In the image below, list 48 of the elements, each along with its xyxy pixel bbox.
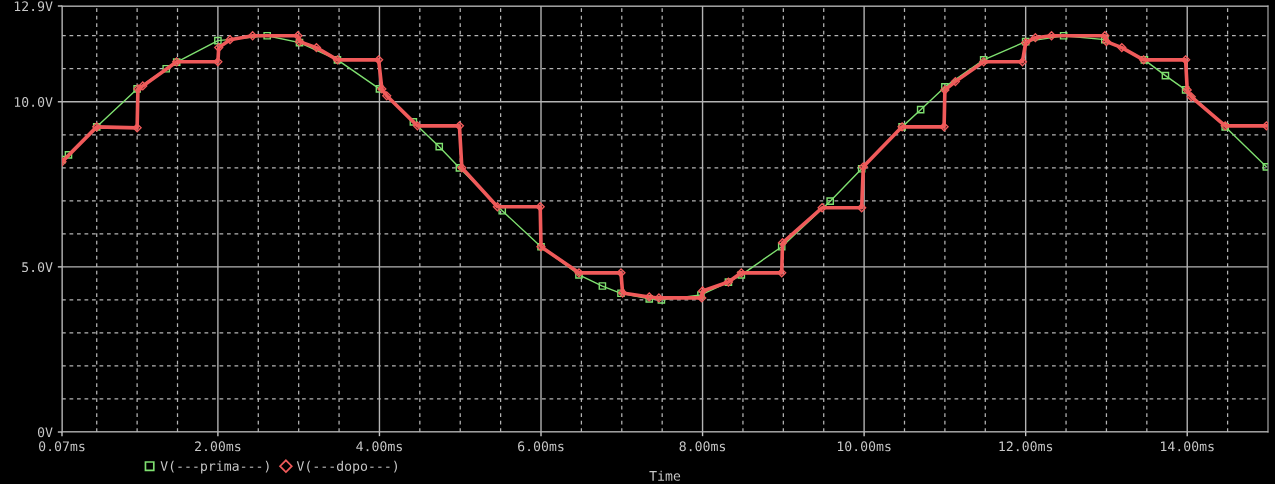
- point: [225, 35, 235, 45]
- y-tick-label: 10.0V: [14, 97, 53, 107]
- point: [374, 55, 384, 65]
- point: [939, 122, 949, 132]
- point: [940, 85, 950, 95]
- x-tick-label: 8.00ms: [679, 441, 726, 452]
- y-tick-label: 5.0V: [22, 262, 53, 273]
- point: [817, 203, 827, 213]
- point: [1100, 31, 1110, 41]
- point: [409, 118, 418, 126]
- point: [857, 203, 867, 213]
- point: [213, 57, 223, 67]
- point: [616, 268, 626, 278]
- y-tick-label: 0V: [37, 427, 53, 438]
- point: [1030, 33, 1040, 43]
- point: [1059, 31, 1068, 40]
- x-tick-label: 6.00ms: [518, 441, 564, 452]
- point: [1117, 42, 1127, 53]
- x-tick-label: 14.00ms: [1161, 441, 1214, 452]
- point: [311, 42, 322, 53]
- point: [826, 197, 835, 205]
- x-tick-label: 0.07ms: [39, 441, 85, 452]
- legend-label: V(---dopo---): [296, 460, 397, 474]
- point: [382, 91, 392, 101]
- legend-label: V(---prima---): [160, 460, 269, 474]
- point: [535, 202, 545, 212]
- point: [263, 31, 271, 40]
- x-tick-label: 4.00ms: [356, 441, 402, 452]
- x-tick-label: 10.00ms: [837, 441, 891, 452]
- point: [293, 31, 303, 41]
- point: [214, 36, 222, 45]
- x-tick-label: 12.00ms: [999, 441, 1053, 452]
- point: [777, 268, 787, 278]
- point: [916, 105, 925, 114]
- point: [132, 123, 142, 133]
- point: [950, 76, 961, 87]
- x-tick-label: 2.00ms: [195, 441, 241, 452]
- point: [777, 242, 786, 251]
- point: [138, 81, 148, 91]
- x-axis-title: Time: [649, 470, 681, 481]
- point: [697, 293, 707, 303]
- point: [64, 151, 73, 159]
- point: [598, 282, 607, 290]
- point: [435, 142, 444, 151]
- point: [1186, 92, 1196, 102]
- point: [697, 286, 708, 296]
- y-tick-label: 12.9V: [14, 1, 53, 12]
- point: [1161, 71, 1170, 80]
